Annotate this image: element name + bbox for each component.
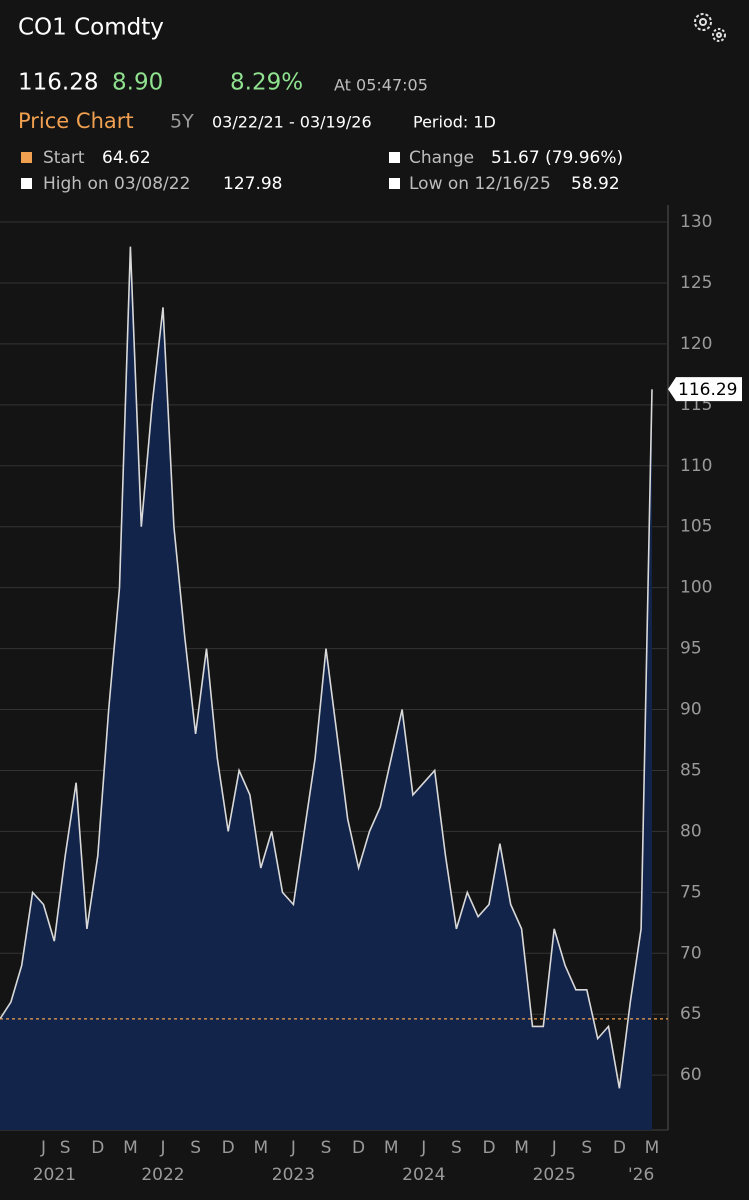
- y-tick-label: 120: [680, 334, 712, 354]
- year-label: 2025: [533, 1165, 576, 1185]
- stat-value: 51.67 (79.96%): [491, 148, 623, 168]
- x-tick-label: M: [384, 1138, 399, 1158]
- legend-swatch: [21, 178, 32, 189]
- y-tick-label: 60: [680, 1065, 702, 1085]
- stat-label: Low on 12/16/25: [409, 174, 551, 194]
- y-tick-label: 130: [680, 212, 712, 232]
- x-tick-label: J: [159, 1138, 165, 1158]
- x-tick-label: S: [581, 1138, 592, 1158]
- x-tick-label: D: [482, 1138, 495, 1158]
- last-price-label: 116.29: [678, 380, 737, 400]
- x-tick-label: J: [551, 1138, 557, 1158]
- x-tick-label: D: [222, 1138, 235, 1158]
- year-label: 2021: [33, 1165, 76, 1185]
- year-label: 2023: [272, 1165, 315, 1185]
- stat-label: Change: [409, 148, 474, 168]
- x-tick-label: M: [645, 1138, 660, 1158]
- x-tick-label: S: [451, 1138, 462, 1158]
- price: 116.28: [18, 70, 98, 96]
- period[interactable]: Period: 1D: [413, 113, 496, 132]
- y-tick-label: 100: [680, 578, 712, 598]
- x-tick-label: J: [290, 1138, 296, 1158]
- y-tick-label: 85: [680, 760, 702, 780]
- time: At 05:47:05: [334, 76, 428, 95]
- x-tick-label: S: [190, 1138, 201, 1158]
- last-price-tag: [668, 377, 742, 402]
- legend-swatch: [389, 152, 400, 163]
- x-tick-label: D: [352, 1138, 365, 1158]
- stat-label: Start: [43, 148, 85, 168]
- y-tick-label: 70: [680, 943, 702, 963]
- stat-value: 58.92: [571, 174, 620, 194]
- y-tick-label: 125: [680, 273, 712, 293]
- legend-swatch: [21, 152, 32, 163]
- x-tick-label: M: [514, 1138, 529, 1158]
- year-label: '26: [628, 1165, 654, 1185]
- net-change: 8.90: [112, 70, 163, 96]
- tab[interactable]: Price Chart: [18, 109, 134, 133]
- year-label: 2024: [402, 1165, 445, 1185]
- y-tick-label: 95: [680, 639, 702, 659]
- pct-change: 8.29%: [230, 70, 303, 96]
- y-tick-label: 75: [680, 882, 702, 902]
- y-tick-label: 90: [680, 700, 702, 720]
- price-line: [0, 246, 653, 1089]
- ticker-title: CO1 Comdty: [18, 15, 164, 41]
- area: [0, 246, 652, 1130]
- settings-icon[interactable]: [694, 13, 726, 42]
- stat-value: 64.62: [102, 148, 151, 168]
- year-label: 2022: [141, 1165, 184, 1185]
- date-range[interactable]: 03/22/21 - 03/19/26: [212, 113, 372, 132]
- x-tick-label: S: [60, 1138, 71, 1158]
- x-tick-label: D: [613, 1138, 626, 1158]
- legend-swatch: [389, 178, 400, 189]
- range[interactable]: 5Y: [170, 111, 194, 133]
- x-tick-label: D: [91, 1138, 104, 1158]
- y-tick-label: 65: [680, 1004, 702, 1024]
- x-tick-label: S: [321, 1138, 332, 1158]
- y-tick-label: 105: [680, 517, 712, 537]
- stat-value: 127.98: [223, 174, 282, 194]
- x-tick-label: M: [123, 1138, 138, 1158]
- x-tick-label: J: [40, 1138, 46, 1158]
- y-tick-label: 110: [680, 456, 712, 476]
- stat-label: High on 03/08/22: [43, 174, 190, 194]
- y-tick-label: 80: [680, 821, 702, 841]
- x-tick-label: M: [253, 1138, 268, 1158]
- x-tick-label: J: [420, 1138, 426, 1158]
